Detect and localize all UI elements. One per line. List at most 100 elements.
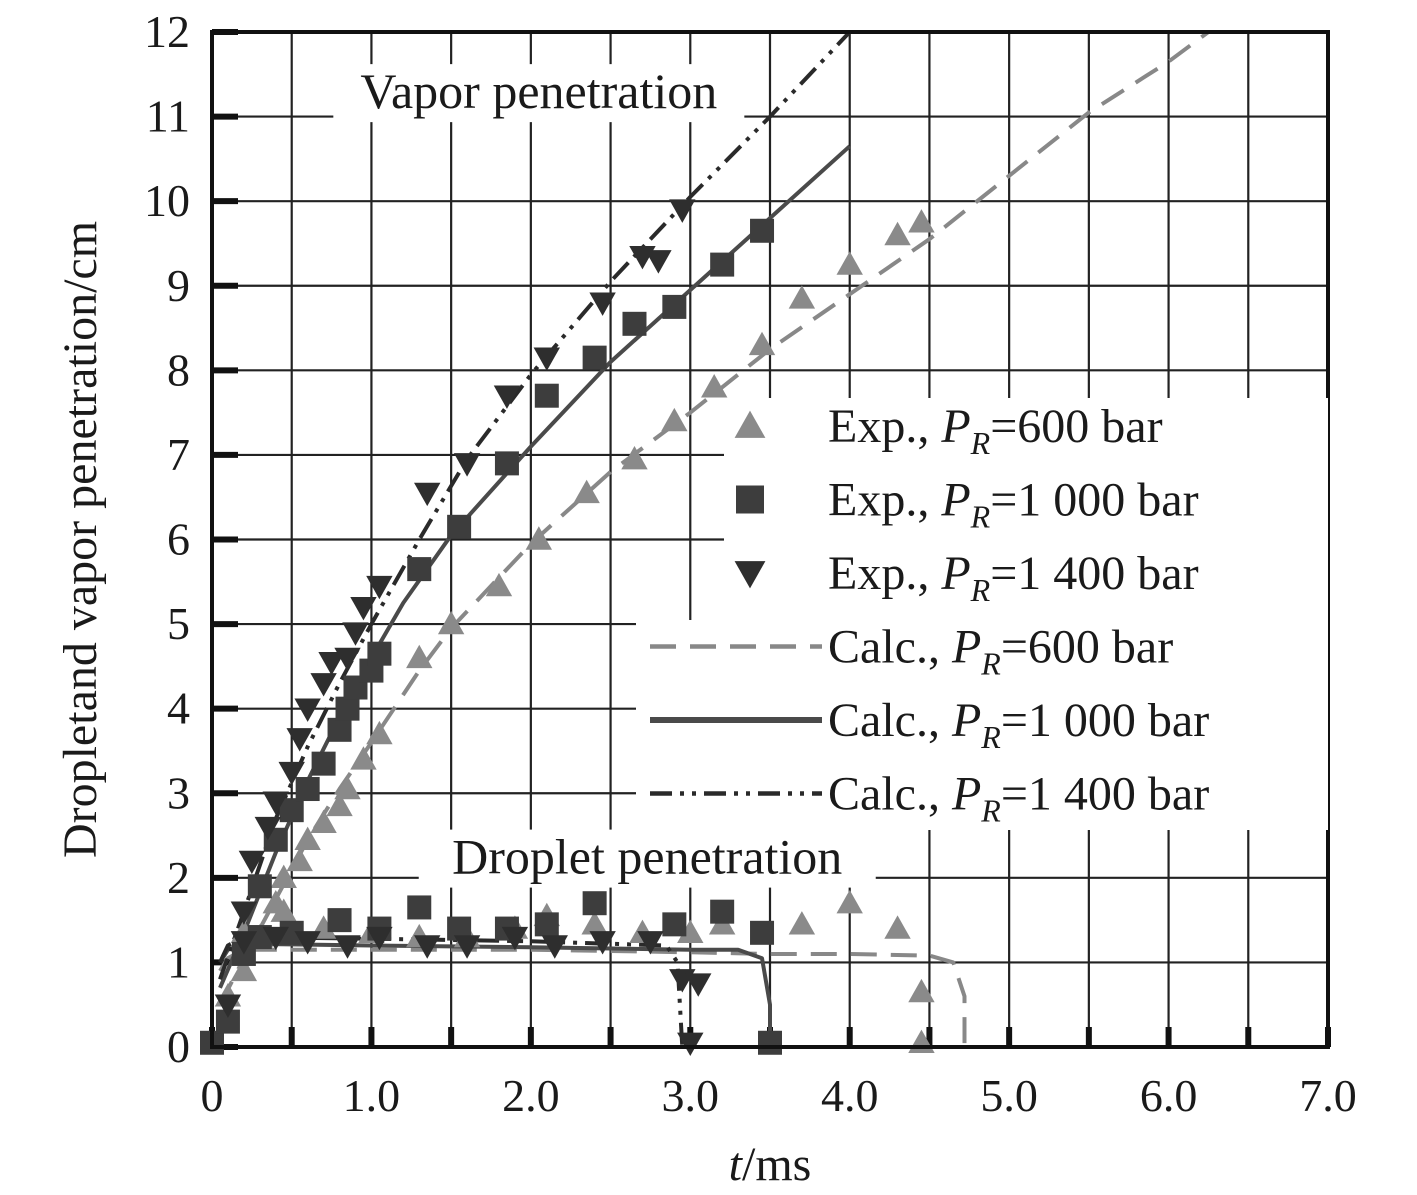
exp1000-droplet-point (710, 899, 735, 924)
exp600-vapor-point (310, 809, 337, 834)
x-tick-label: 0 (201, 1070, 224, 1121)
y-tick-label: 0 (167, 1021, 190, 1072)
legend-label-calc1000: Calc., PR=1 000 bar (828, 694, 1209, 755)
exp1000-vapor-point (447, 514, 472, 539)
exp1400-vapor-point (350, 596, 377, 621)
exp600-droplet-point (788, 911, 816, 935)
exp1000-droplet-point (662, 912, 687, 937)
exp1400-droplet-point (685, 973, 712, 997)
exp600-vapor-point (334, 775, 361, 800)
exp1400-vapor-point (366, 575, 393, 600)
exp600-droplet-point (836, 890, 863, 914)
exp600-droplet-point (270, 898, 297, 922)
exp1400-droplet-point (294, 931, 321, 955)
legend-label-exp1000: Exp., PR=1 000 bar (828, 474, 1199, 535)
exp1000-vapor-point (534, 383, 559, 408)
exp1000-vapor-point (279, 798, 304, 823)
exp1000-droplet-point (758, 1030, 782, 1055)
exp1400-vapor-point (238, 850, 266, 875)
x-tick-label: 3.0 (662, 1070, 720, 1121)
legend-suffix: =1 000 bar (1001, 694, 1209, 747)
exp1000-droplet-point (534, 912, 559, 937)
annotations: Vapor penetration Droplet penetration (333, 63, 876, 888)
legend-subscript: R (980, 793, 1001, 829)
exp600-vapor-point (573, 479, 600, 504)
legend-subscript: R (970, 425, 991, 461)
exp1400-droplet-point (637, 931, 664, 955)
y-tick-label: 6 (167, 514, 190, 565)
exp600-vapor-point (406, 644, 433, 669)
exp1400-droplet-point (230, 901, 258, 925)
legend-suffix: =1 400 bar (1001, 768, 1209, 821)
exp1400-vapor-point (278, 761, 305, 786)
legend-label-exp600: Exp., PR=600 bar (828, 400, 1163, 461)
exp600-vapor-point (366, 720, 393, 745)
legend-label-exp1400: Exp., PR=1 400 bar (828, 547, 1199, 608)
legend-pressure-symbol: P (951, 768, 981, 821)
legend-pressure-symbol: P (951, 621, 981, 674)
exp1000-vapor-point (662, 294, 687, 319)
exp1400-droplet-point (541, 935, 568, 959)
exp1400-vapor-point (318, 651, 345, 676)
exp600-droplet-point (581, 911, 608, 935)
exp1400-droplet-point (334, 935, 361, 959)
x-axis-title-variable: t (729, 1138, 744, 1190)
legend-suffix: =1 000 bar (990, 474, 1198, 527)
exp1400-vapor-point (342, 622, 369, 646)
exp1000-vapor-point (295, 777, 320, 802)
annotation-background (333, 64, 745, 123)
legend-pressure-symbol: P (940, 547, 970, 600)
exp1400-droplet-point (262, 926, 289, 951)
exp600-vapor-point (884, 221, 911, 246)
x-axis-title: t/ms (729, 1138, 812, 1190)
exp1000-vapor-point (494, 451, 519, 476)
exp1400-vapor-point (214, 994, 242, 1018)
legend-background-upper (724, 398, 1328, 626)
y-tick-label: 2 (167, 852, 190, 903)
legend-prefix: Calc., (828, 694, 952, 747)
exp600-droplet-point (908, 978, 935, 1003)
calc1000-vapor-line (218, 144, 852, 989)
annotation-background (418, 829, 876, 888)
exp600-vapor-point (437, 610, 465, 635)
legend-prefix: Calc., (828, 768, 952, 821)
exp600-droplet-point (884, 915, 911, 939)
exp1400-vapor-point (334, 647, 361, 672)
legend-pressure-symbol: P (940, 474, 970, 527)
legend-label-calc600: Calc., PR=600 bar (828, 621, 1173, 682)
legend-suffix: =600 bar (1001, 621, 1173, 674)
y-tick-label: 3 (167, 767, 190, 818)
exp600-vapor-point (294, 826, 321, 850)
exp1400-vapor-point (453, 453, 481, 477)
legend-subscript: R (980, 646, 1001, 682)
exp1400-vapor-point (414, 482, 441, 507)
x-tick-label: 6.0 (1140, 1070, 1198, 1121)
x-tick-label: 1.0 (343, 1070, 401, 1121)
exp1000-vapor-point (750, 218, 775, 243)
legend-subscript: R (970, 572, 991, 608)
y-tick-label: 10 (144, 175, 190, 226)
vapor-penetration-label: Vapor penetration (360, 63, 717, 119)
exp1400-vapor-point (493, 385, 521, 409)
exp1000-vapor-point (582, 345, 607, 370)
exp1400-droplet-point (414, 935, 441, 959)
legend-label-calc1400: Calc., PR=1 400 bar (828, 768, 1209, 829)
legend-prefix: Calc., (828, 621, 952, 674)
exp600-droplet-point (677, 919, 704, 944)
legend-suffix: =600 bar (990, 400, 1162, 453)
exp1000-vapor-point (247, 874, 272, 899)
droplet-penetration-label: Droplet penetration (452, 829, 842, 885)
exp1400-vapor-point (254, 816, 281, 841)
exp1000-droplet-point (327, 908, 352, 933)
exp600-vapor-point (230, 957, 258, 982)
y-tick-label: 9 (167, 260, 190, 311)
exp600-vapor-point (788, 285, 816, 309)
legend-prefix: Exp., (828, 400, 941, 453)
legend-background-lower (636, 620, 1328, 830)
legend-pressure-symbol: P (951, 694, 981, 747)
legend-prefix: Exp., (828, 547, 941, 600)
exp1400-vapor-point (294, 698, 321, 722)
